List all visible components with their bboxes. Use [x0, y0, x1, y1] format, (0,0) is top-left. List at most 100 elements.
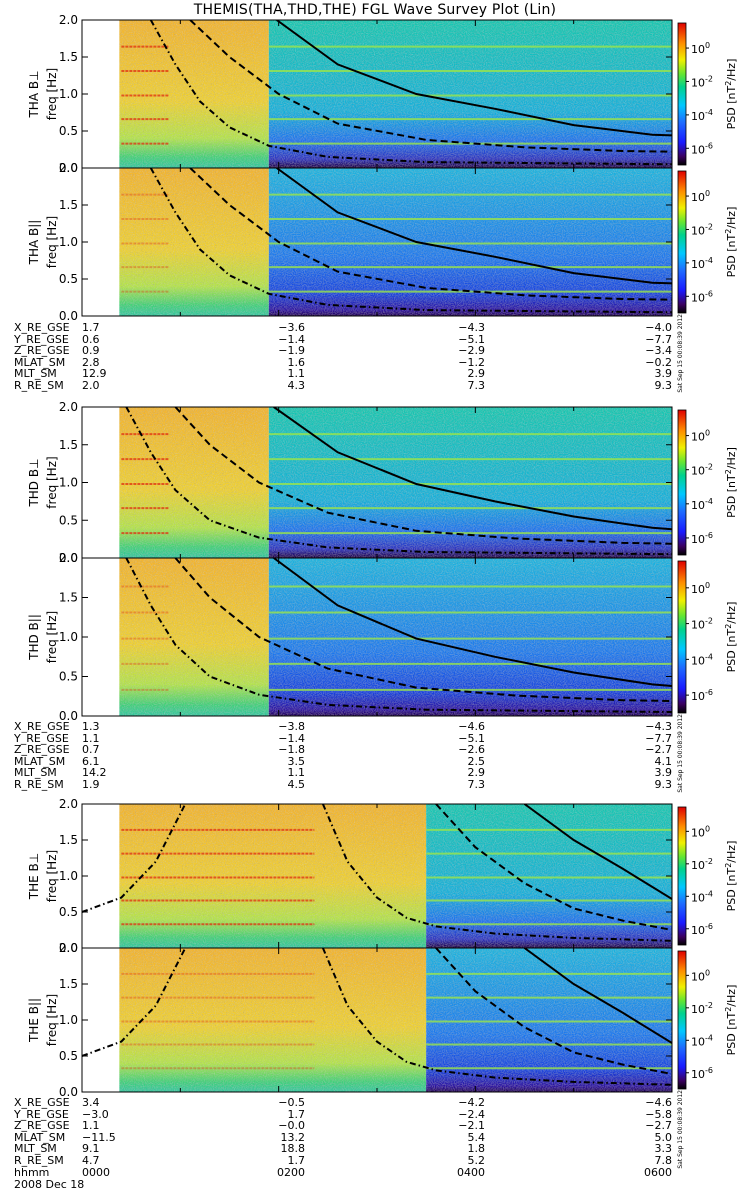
colorbar-tick-label: 100 — [691, 824, 710, 839]
date-label: 2008 Dec 18 — [14, 1177, 85, 1191]
colorbar-tick-label: 10-4 — [691, 889, 713, 904]
colorbar-label: PSD [nT2/Hz] — [724, 985, 738, 1056]
colorbar-tick-label: 10-6 — [691, 922, 713, 937]
gyro-curve-dashed — [435, 804, 672, 931]
ephemeris-value: −4.2 — [458, 1096, 485, 1109]
plot-title: THEMIS(THA,THD,THE) FGL Wave Survey Plot… — [193, 2, 557, 18]
ephemeris-value: −3.4 — [645, 344, 672, 358]
y-tick-label: 2.0 — [59, 941, 78, 955]
y-tick-label: 0.5 — [59, 670, 78, 684]
ephemeris-value: 2.8 — [82, 355, 100, 369]
y-tick-label: 0.5 — [59, 124, 78, 138]
ephemeris-value: −1.4 — [278, 332, 305, 346]
spectrogram — [82, 804, 672, 948]
ephemeris-value: −4.6 — [458, 720, 485, 733]
y-tick-label: 0.5 — [59, 272, 78, 286]
colorbar-tick-label: 10-4 — [691, 1033, 713, 1048]
ephemeris-row-name: Z_RE_GSE — [14, 1119, 70, 1133]
time-axis-row: hhmm 0000 0200 0400 0600 2008 Dec 18 — [0, 1167, 750, 1197]
panel-label: THA B|| — [27, 220, 41, 266]
ephemeris-value: 3.5 — [287, 754, 306, 768]
panel-label: THD B|| — [27, 614, 41, 661]
y-tick-label: 0.5 — [59, 513, 78, 527]
ephemeris-value: 0.7 — [82, 743, 100, 757]
timestamp: Sat Sep 15 00:08:39 2012 — [677, 314, 684, 393]
ephemeris-value: −0.0 — [278, 1119, 305, 1133]
y-tick-label: 1.0 — [59, 87, 78, 101]
ephemeris-row-name: MLAT_SM — [14, 754, 66, 768]
ephemeris-value: −4.6 — [645, 1096, 672, 1109]
ephemeris-value: 13.2 — [280, 1130, 306, 1144]
colorbar-tick-label: 10-6 — [691, 531, 713, 546]
ephemeris-the: X_RE_GSE 3.4 −0.5 −4.2 −4.6 Y_RE_GSE −3.0 1.7 −2… — [0, 1097, 750, 1169]
ephemeris-value: 2.9 — [467, 367, 486, 381]
ephemeris-value: −1.4 — [278, 731, 305, 745]
gyro-curve-solid — [273, 558, 672, 687]
y-tick-label: 2.0 — [59, 400, 78, 414]
timestamp: Sat Sep 15 00:08:39 2012 — [677, 1090, 684, 1169]
ephemeris-value: 1.1 — [82, 1119, 100, 1133]
ephemeris-value: 1.1 — [82, 731, 100, 745]
spectrogram — [82, 558, 672, 716]
ephemeris-value: 1.1 — [287, 367, 306, 381]
panel-label: THE B⊥ — [27, 853, 41, 900]
colorbar-tick-label: 10-4 — [691, 497, 713, 512]
gyro-curve-solid — [276, 20, 672, 137]
ephemeris-value: 1.7 — [287, 1154, 306, 1167]
gyro-curve-dashdot — [321, 948, 672, 1086]
ephemeris-value: 5.4 — [467, 1130, 486, 1144]
ephemeris-row-name: MLAT_SM — [14, 1130, 66, 1144]
colorbar — [677, 409, 687, 556]
ephemeris-value: 9.1 — [82, 1142, 100, 1156]
y-tick-label: 1.0 — [59, 630, 78, 644]
y-tick-label: 1.0 — [59, 1013, 78, 1027]
panel-tha-bpar: 0.0 0.5 1.0 1.5 2.0 freq [Hz] THA B|| 100 10-2 10… — [27, 161, 738, 393]
y-tick-label: 1.5 — [59, 50, 78, 64]
ephemeris-row-name: MLT_SM — [14, 1142, 57, 1156]
colorbar — [677, 22, 687, 166]
ephemeris-value: 0.9 — [82, 344, 100, 358]
y-tick-label: 2.0 — [59, 13, 78, 27]
ephemeris-value: 0.6 — [82, 332, 100, 346]
gyro-curve-dashdot — [321, 804, 672, 942]
ephemeris-row-name: X_RE_GSE — [14, 720, 70, 733]
y-axis-label: freq [Hz] — [45, 850, 59, 902]
gyro-curve-dashed — [174, 407, 672, 545]
gyro-curve-solid — [523, 948, 672, 1044]
ephemeris-value: 1.3 — [82, 720, 100, 733]
colorbar-tick-label: 10-2 — [691, 463, 713, 478]
panel-the-bpar: 0.0 0.5 1.0 1.5 2.0 freq [Hz] THE B|| 100 10-2 10… — [27, 941, 738, 1169]
gyro-curve-dashdot — [82, 948, 187, 1057]
ephemeris-value: −1.9 — [278, 344, 305, 358]
colorbar-tick-label: 10-2 — [691, 74, 713, 89]
colorbar — [677, 560, 687, 714]
ephemeris-value: −7.7 — [645, 731, 672, 745]
ephemeris-row-name: X_RE_GSE — [14, 321, 70, 334]
y-tick-label: 0.5 — [59, 1049, 78, 1063]
colorbar-tick-label: 10-4 — [691, 256, 713, 271]
ephemeris-value: −5.1 — [458, 332, 485, 346]
ephemeris-value: 4.5 — [287, 778, 306, 791]
colorbar-tick-label: 10-6 — [691, 1066, 713, 1081]
ephemeris-value: −2.6 — [458, 743, 485, 757]
colorbar-tick-label: 100 — [691, 968, 710, 983]
colorbar — [677, 170, 687, 314]
ephemeris-value: −4.3 — [458, 321, 485, 334]
ephemeris-value: −3.6 — [278, 321, 305, 334]
ephemeris-row-name: MLT_SM — [14, 367, 57, 381]
ephemeris-value: −0.2 — [645, 355, 672, 369]
colorbar-label: PSD [nT2/Hz] — [724, 59, 738, 130]
gyro-curve-solid — [523, 804, 672, 900]
colorbar-tick-label: 100 — [691, 581, 710, 596]
y-axis-label: freq [Hz] — [45, 994, 59, 1046]
ephemeris-value: −5.8 — [645, 1107, 672, 1121]
ephemeris-row-name: MLAT_SM — [14, 355, 66, 369]
y-tick-label: 1.5 — [59, 833, 78, 847]
time-row-label: hhmm — [14, 1166, 50, 1179]
ephemeris-row-name: Z_RE_GSE — [14, 344, 70, 358]
ephemeris-value: 3.9 — [654, 766, 673, 780]
y-axis-label: freq [Hz] — [45, 68, 59, 120]
y-tick-label: 1.0 — [59, 869, 78, 883]
gyro-curve-dashdot — [125, 407, 672, 556]
